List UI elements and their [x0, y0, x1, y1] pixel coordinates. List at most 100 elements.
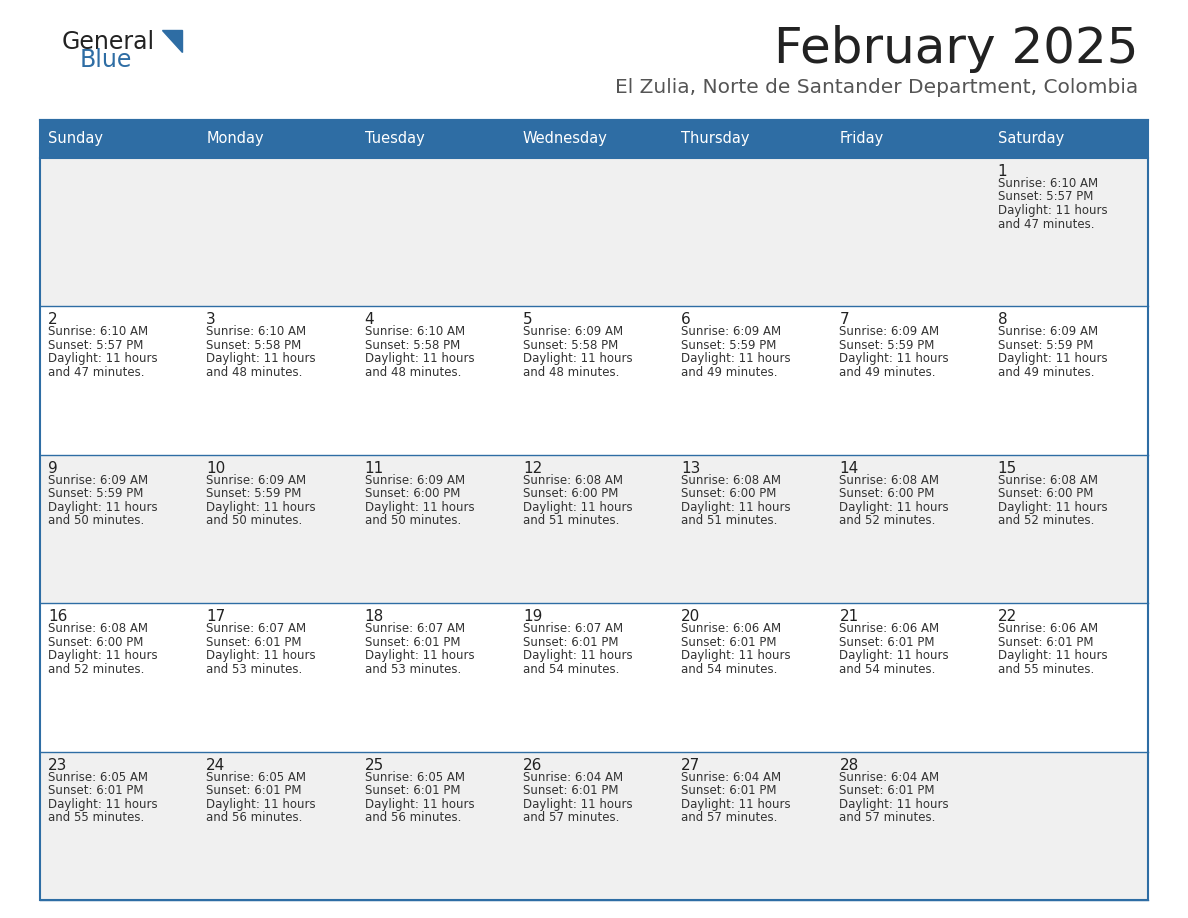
Bar [990, 307, 1148, 454]
Text: Thursday: Thursday [681, 131, 750, 147]
Text: and 49 minutes.: and 49 minutes. [998, 366, 1094, 379]
Text: Daylight: 11 hours: Daylight: 11 hours [365, 649, 474, 662]
Bar [40, 307, 198, 454]
Text: 16: 16 [48, 610, 68, 624]
Text: 11: 11 [365, 461, 384, 476]
Text: Daylight: 11 hours: Daylight: 11 hours [207, 649, 316, 662]
Text: Daylight: 11 hours: Daylight: 11 hours [681, 353, 791, 365]
Text: and 48 minutes.: and 48 minutes. [523, 366, 619, 379]
Text: Daylight: 11 hours: Daylight: 11 hours [681, 501, 791, 514]
Bar [198, 752, 356, 900]
Text: Daylight: 11 hours: Daylight: 11 hours [998, 353, 1107, 365]
Text: Sunrise: 6:06 AM: Sunrise: 6:06 AM [998, 622, 1098, 635]
Bar [514, 752, 674, 900]
Text: 4: 4 [365, 312, 374, 328]
Bar [198, 158, 356, 307]
Bar [356, 603, 514, 752]
Text: Sunrise: 6:04 AM: Sunrise: 6:04 AM [523, 770, 623, 784]
Text: and 52 minutes.: and 52 minutes. [48, 663, 145, 676]
Text: Daylight: 11 hours: Daylight: 11 hours [48, 501, 158, 514]
Text: and 50 minutes.: and 50 minutes. [48, 514, 144, 527]
Text: Sunset: 6:00 PM: Sunset: 6:00 PM [840, 487, 935, 500]
Text: Daylight: 11 hours: Daylight: 11 hours [207, 353, 316, 365]
Text: Daylight: 11 hours: Daylight: 11 hours [998, 649, 1107, 662]
Text: Sunrise: 6:08 AM: Sunrise: 6:08 AM [840, 474, 940, 487]
Bar [514, 603, 674, 752]
Text: and 52 minutes.: and 52 minutes. [840, 514, 936, 527]
Text: Sunrise: 6:07 AM: Sunrise: 6:07 AM [523, 622, 623, 635]
Bar [990, 603, 1148, 752]
Text: 15: 15 [998, 461, 1017, 476]
Bar [198, 454, 356, 603]
Text: and 50 minutes.: and 50 minutes. [365, 514, 461, 527]
Bar [832, 752, 990, 900]
Text: and 51 minutes.: and 51 minutes. [523, 514, 619, 527]
Bar [40, 454, 198, 603]
Text: Daylight: 11 hours: Daylight: 11 hours [48, 798, 158, 811]
Text: 20: 20 [681, 610, 701, 624]
Text: Sunrise: 6:05 AM: Sunrise: 6:05 AM [48, 770, 148, 784]
Text: and 54 minutes.: and 54 minutes. [840, 663, 936, 676]
Text: and 53 minutes.: and 53 minutes. [365, 663, 461, 676]
Text: Sunset: 6:01 PM: Sunset: 6:01 PM [840, 635, 935, 649]
Text: Sunset: 5:58 PM: Sunset: 5:58 PM [523, 339, 618, 352]
Bar [198, 603, 356, 752]
Bar [674, 454, 832, 603]
Polygon shape [162, 30, 182, 52]
Bar [356, 454, 514, 603]
Text: 28: 28 [840, 757, 859, 773]
Text: Sunset: 5:57 PM: Sunset: 5:57 PM [48, 339, 144, 352]
Text: Tuesday: Tuesday [365, 131, 424, 147]
Text: 12: 12 [523, 461, 542, 476]
Bar [514, 307, 674, 454]
Text: and 57 minutes.: and 57 minutes. [523, 812, 619, 824]
Bar [40, 752, 198, 900]
Text: Daylight: 11 hours: Daylight: 11 hours [365, 798, 474, 811]
Text: Daylight: 11 hours: Daylight: 11 hours [998, 501, 1107, 514]
Text: Sunrise: 6:05 AM: Sunrise: 6:05 AM [365, 770, 465, 784]
Text: 2: 2 [48, 312, 58, 328]
Text: Sunrise: 6:10 AM: Sunrise: 6:10 AM [998, 177, 1098, 190]
Text: Daylight: 11 hours: Daylight: 11 hours [840, 501, 949, 514]
Text: Sunset: 6:01 PM: Sunset: 6:01 PM [207, 635, 302, 649]
Text: Sunrise: 6:05 AM: Sunrise: 6:05 AM [207, 770, 307, 784]
Bar [832, 158, 990, 307]
Bar [674, 603, 832, 752]
Text: Sunset: 6:01 PM: Sunset: 6:01 PM [207, 784, 302, 797]
Text: Daylight: 11 hours: Daylight: 11 hours [523, 649, 632, 662]
Text: Wednesday: Wednesday [523, 131, 608, 147]
Bar [514, 454, 674, 603]
Text: 17: 17 [207, 610, 226, 624]
Text: and 47 minutes.: and 47 minutes. [48, 366, 145, 379]
Text: 18: 18 [365, 610, 384, 624]
Text: Sunrise: 6:08 AM: Sunrise: 6:08 AM [48, 622, 148, 635]
Text: Daylight: 11 hours: Daylight: 11 hours [365, 501, 474, 514]
Text: Sunset: 6:00 PM: Sunset: 6:00 PM [48, 635, 144, 649]
Text: Friday: Friday [840, 131, 884, 147]
Text: and 49 minutes.: and 49 minutes. [840, 366, 936, 379]
Text: Sunrise: 6:10 AM: Sunrise: 6:10 AM [207, 325, 307, 339]
Bar [990, 454, 1148, 603]
Text: and 48 minutes.: and 48 minutes. [365, 366, 461, 379]
Bar [674, 120, 832, 158]
Text: 8: 8 [998, 312, 1007, 328]
Text: Sunset: 5:59 PM: Sunset: 5:59 PM [998, 339, 1093, 352]
Text: General: General [62, 30, 156, 54]
Text: 1: 1 [998, 164, 1007, 179]
Bar [990, 752, 1148, 900]
Bar [40, 120, 198, 158]
Text: and 48 minutes.: and 48 minutes. [207, 366, 303, 379]
Text: Sunrise: 6:07 AM: Sunrise: 6:07 AM [207, 622, 307, 635]
Text: Daylight: 11 hours: Daylight: 11 hours [48, 353, 158, 365]
Text: Daylight: 11 hours: Daylight: 11 hours [840, 649, 949, 662]
Bar [674, 752, 832, 900]
Text: Sunset: 6:01 PM: Sunset: 6:01 PM [48, 784, 144, 797]
Text: Sunrise: 6:08 AM: Sunrise: 6:08 AM [523, 474, 623, 487]
Bar [356, 307, 514, 454]
Bar [40, 120, 1148, 900]
Text: 13: 13 [681, 461, 701, 476]
Text: Daylight: 11 hours: Daylight: 11 hours [681, 798, 791, 811]
Bar [198, 120, 356, 158]
Text: Sunset: 5:59 PM: Sunset: 5:59 PM [840, 339, 935, 352]
Text: 21: 21 [840, 610, 859, 624]
